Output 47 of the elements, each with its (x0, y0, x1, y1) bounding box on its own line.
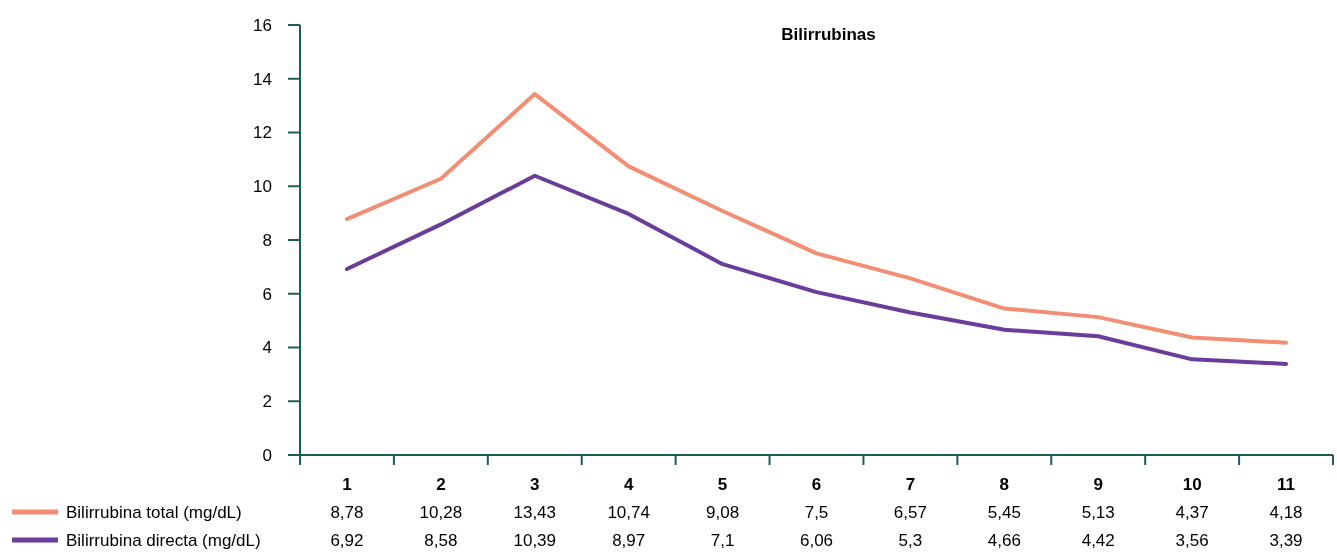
data-label: 6,06 (799, 531, 834, 550)
data-label: 7,1 (710, 531, 735, 550)
y-tick-label: 2 (262, 392, 272, 412)
data-label: 3,39 (1269, 531, 1303, 550)
x-tick-label: 3 (530, 475, 540, 494)
y-tick-label: 4 (262, 338, 272, 358)
data-label: 5,45 (987, 503, 1021, 522)
data-label: 10,74 (607, 503, 650, 522)
data-label: 3,56 (1175, 531, 1209, 550)
x-tick-label: 10 (1182, 475, 1202, 494)
data-label: 5,3 (898, 531, 923, 550)
x-tick-label: 7 (905, 475, 916, 494)
y-tick-label: 6 (262, 284, 272, 304)
data-label: 8,97 (612, 531, 646, 550)
x-tick-label: 5 (717, 475, 728, 494)
y-tick-label: 10 (253, 177, 272, 197)
y-tick-label: 14 (253, 69, 272, 89)
data-label: 4,42 (1081, 531, 1115, 550)
y-tick-label: 0 (262, 445, 272, 465)
data-label: 13,43 (513, 503, 557, 522)
y-tick-label: 16 (253, 15, 272, 35)
x-tick-label: 8 (999, 475, 1010, 494)
x-tick-label: 1 (342, 475, 352, 494)
y-tick-label: 8 (262, 230, 272, 250)
line-series (344, 173, 1289, 366)
line-series (344, 92, 1289, 345)
data-label: 6,92 (330, 531, 364, 550)
data-label: 8,58 (424, 531, 458, 550)
x-tick-label: 4 (623, 475, 634, 494)
data-label: 4,66 (987, 531, 1021, 550)
data-label: 7,5 (804, 503, 829, 522)
legend-label: Bilirrubina directa (mg/dL) (66, 531, 261, 550)
data-label: 10,28 (419, 503, 463, 522)
data-label: 10,39 (513, 531, 557, 550)
chart-title: Bilirrubinas (781, 25, 876, 44)
y-tick-label: 12 (253, 123, 272, 143)
legend-label: Bilirrubina total (mg/dL) (66, 503, 242, 522)
data-label: 6,57 (893, 503, 927, 522)
data-label: 4,18 (1269, 503, 1303, 522)
x-tick-label: 2 (436, 475, 446, 494)
data-label: 5,13 (1081, 503, 1115, 522)
data-label: 8,78 (330, 503, 364, 522)
x-tick-label: 9 (1093, 475, 1103, 494)
data-label: 9,08 (706, 503, 740, 522)
x-tick-label: 6 (811, 475, 822, 494)
data-label: 4,37 (1175, 503, 1209, 522)
x-tick-label: 11 (1277, 475, 1296, 494)
